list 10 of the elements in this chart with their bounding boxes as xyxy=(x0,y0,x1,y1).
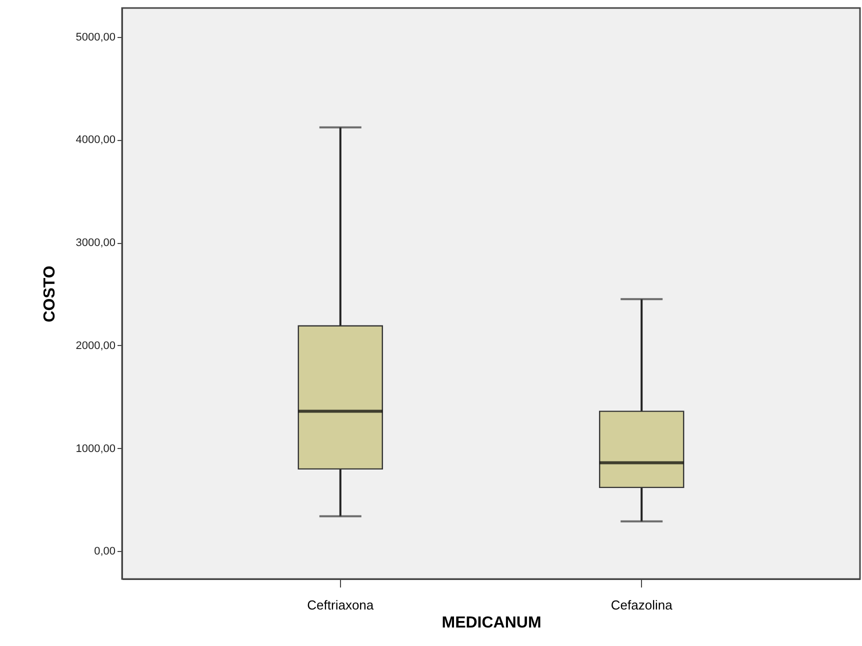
x-axis-title: MEDICANUM xyxy=(442,614,542,632)
y-tick-label: 5000,00 xyxy=(76,31,116,44)
x-tick-label: Ceftriaxona xyxy=(307,598,374,612)
x-tick-label: Cefazolina xyxy=(610,598,674,612)
y-tick-label: 4000,00 xyxy=(76,134,116,146)
y-tick-label: 2000,00 xyxy=(76,340,116,352)
y-tick-label: 3000,00 xyxy=(76,237,116,250)
y-tick-label: 0,00 xyxy=(94,546,116,558)
y-tick-label: 1000,00 xyxy=(76,442,116,455)
y-axis-title: COSTO xyxy=(42,266,59,322)
